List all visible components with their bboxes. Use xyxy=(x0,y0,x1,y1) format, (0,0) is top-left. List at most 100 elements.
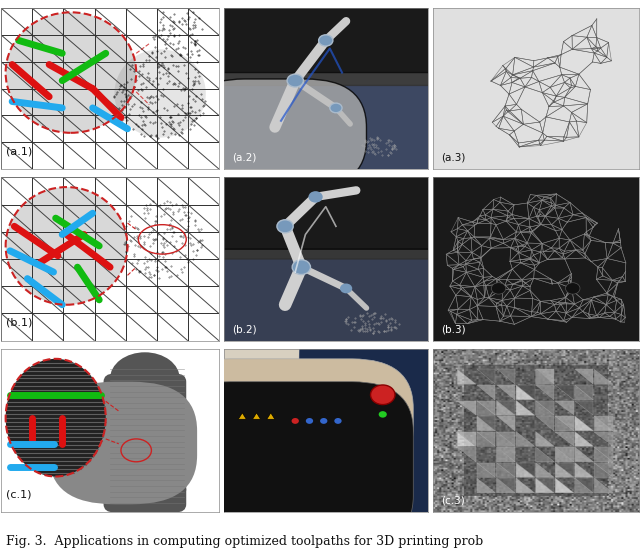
Polygon shape xyxy=(536,447,554,462)
Polygon shape xyxy=(458,432,476,447)
Polygon shape xyxy=(536,401,554,415)
Polygon shape xyxy=(458,432,476,447)
Text: (a.2): (a.2) xyxy=(232,152,257,162)
Polygon shape xyxy=(477,401,495,415)
Polygon shape xyxy=(477,370,495,384)
Polygon shape xyxy=(516,401,534,415)
Polygon shape xyxy=(556,478,574,493)
Polygon shape xyxy=(497,385,515,399)
Polygon shape xyxy=(516,385,534,399)
Polygon shape xyxy=(575,385,593,399)
Circle shape xyxy=(277,220,293,233)
Ellipse shape xyxy=(6,187,127,305)
Polygon shape xyxy=(595,416,613,431)
Polygon shape xyxy=(477,385,495,399)
Polygon shape xyxy=(575,463,593,478)
Polygon shape xyxy=(575,478,593,493)
Polygon shape xyxy=(536,370,554,384)
Circle shape xyxy=(566,283,580,294)
FancyBboxPatch shape xyxy=(169,305,413,471)
Circle shape xyxy=(319,35,333,46)
Polygon shape xyxy=(497,432,515,447)
Text: Fig. 3.  Applications in computing optimized toolpaths for 3D printing prob: Fig. 3. Applications in computing optimi… xyxy=(6,536,484,548)
Text: (a.1): (a.1) xyxy=(6,146,32,156)
Polygon shape xyxy=(536,416,554,431)
Text: (c.1): (c.1) xyxy=(6,489,31,499)
Polygon shape xyxy=(477,478,495,493)
Circle shape xyxy=(292,418,299,424)
Polygon shape xyxy=(536,385,554,399)
Circle shape xyxy=(379,411,387,418)
Circle shape xyxy=(334,418,342,424)
FancyBboxPatch shape xyxy=(163,259,488,390)
Polygon shape xyxy=(556,463,574,478)
Polygon shape xyxy=(497,478,515,493)
FancyBboxPatch shape xyxy=(163,73,488,188)
Polygon shape xyxy=(595,463,613,478)
FancyBboxPatch shape xyxy=(49,382,197,504)
Polygon shape xyxy=(556,416,574,431)
Polygon shape xyxy=(575,401,593,415)
Polygon shape xyxy=(516,432,534,447)
Polygon shape xyxy=(556,447,574,462)
Polygon shape xyxy=(595,447,613,462)
Circle shape xyxy=(110,352,180,404)
Text: (b.3): (b.3) xyxy=(441,324,465,334)
Polygon shape xyxy=(595,370,613,384)
Text: (c.3): (c.3) xyxy=(441,496,465,506)
Polygon shape xyxy=(477,463,495,478)
Polygon shape xyxy=(575,447,593,462)
Polygon shape xyxy=(516,385,534,399)
Polygon shape xyxy=(575,385,593,399)
FancyBboxPatch shape xyxy=(104,373,186,512)
Polygon shape xyxy=(575,370,593,384)
Circle shape xyxy=(320,418,328,424)
Circle shape xyxy=(330,103,342,113)
Polygon shape xyxy=(516,478,534,493)
Circle shape xyxy=(340,284,352,293)
Polygon shape xyxy=(497,432,515,447)
Polygon shape xyxy=(458,370,476,384)
Text: (b.2): (b.2) xyxy=(232,324,257,334)
FancyBboxPatch shape xyxy=(169,382,413,545)
Polygon shape xyxy=(477,463,495,478)
FancyBboxPatch shape xyxy=(300,308,483,553)
Polygon shape xyxy=(595,447,613,462)
FancyBboxPatch shape xyxy=(169,359,413,476)
Polygon shape xyxy=(575,432,593,447)
Polygon shape xyxy=(253,413,260,419)
Polygon shape xyxy=(497,370,515,384)
Polygon shape xyxy=(595,463,613,478)
Polygon shape xyxy=(516,463,534,478)
Polygon shape xyxy=(536,401,554,415)
Polygon shape xyxy=(497,401,515,415)
Polygon shape xyxy=(497,463,515,478)
Circle shape xyxy=(308,191,323,203)
Polygon shape xyxy=(458,401,476,415)
Polygon shape xyxy=(463,366,608,496)
FancyBboxPatch shape xyxy=(163,85,488,217)
Ellipse shape xyxy=(115,49,206,137)
Polygon shape xyxy=(497,478,515,493)
Polygon shape xyxy=(497,447,515,462)
Polygon shape xyxy=(477,401,495,415)
Polygon shape xyxy=(238,413,246,419)
Polygon shape xyxy=(536,478,554,493)
Polygon shape xyxy=(477,416,495,431)
Polygon shape xyxy=(556,463,574,478)
FancyBboxPatch shape xyxy=(183,79,367,188)
Circle shape xyxy=(292,260,310,275)
Circle shape xyxy=(287,74,303,87)
Polygon shape xyxy=(536,478,554,493)
Polygon shape xyxy=(556,401,574,415)
Polygon shape xyxy=(575,478,593,493)
Polygon shape xyxy=(497,401,515,415)
Polygon shape xyxy=(595,478,613,493)
Polygon shape xyxy=(556,385,574,399)
Polygon shape xyxy=(536,370,554,384)
Text: (c.2): (c.2) xyxy=(232,496,256,506)
Text: (b.1): (b.1) xyxy=(6,317,32,327)
Polygon shape xyxy=(575,416,593,431)
Polygon shape xyxy=(477,416,495,431)
Polygon shape xyxy=(536,463,554,478)
